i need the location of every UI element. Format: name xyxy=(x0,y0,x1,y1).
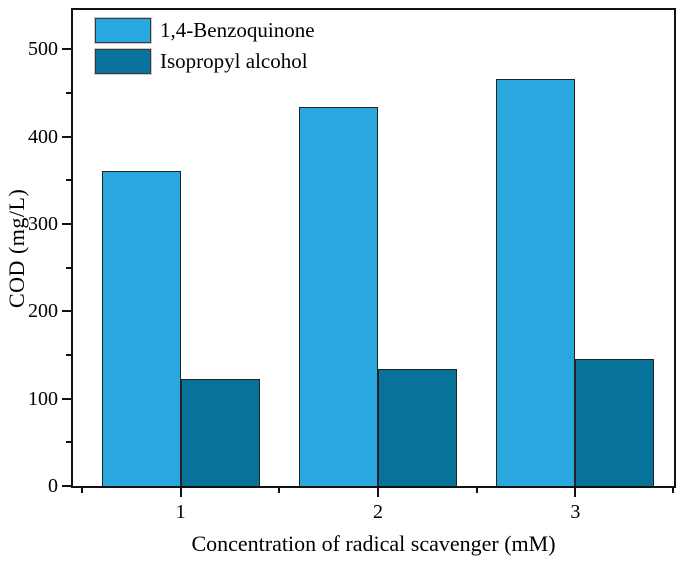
x-axis-title: Concentration of radical scavenger (mM) xyxy=(191,531,556,556)
y-minor-tick-150 xyxy=(66,353,71,356)
y-minor-tick-50 xyxy=(66,441,71,444)
x-minor-tick-3.5 xyxy=(672,488,674,493)
legend: 1,4-Benzoquinone Isopropyl alcohol xyxy=(94,16,315,79)
legend-entry-isopropyl: Isopropyl alcohol xyxy=(94,47,315,75)
x-tick-label-2: 2 xyxy=(372,501,383,523)
legend-swatch-benzoquinone xyxy=(94,16,152,44)
legend-label-benzoquinone: 1,4-Benzoquinone xyxy=(160,18,315,42)
y-minor-tick-350 xyxy=(66,179,71,182)
y-tick-label-200: 200 xyxy=(28,300,58,323)
x-tick-label-1: 1 xyxy=(175,501,186,523)
bar-isopropyl-alcohol-x1 xyxy=(180,379,260,486)
y-major-tick-100 xyxy=(62,397,71,400)
x-major-tick-1 xyxy=(179,488,182,497)
y-major-tick-400 xyxy=(62,135,71,138)
bar-1-4-benzoquinone-x2 xyxy=(298,106,378,486)
y-major-tick-200 xyxy=(62,310,71,313)
x-major-tick-3 xyxy=(574,488,577,497)
y-major-tick-300 xyxy=(62,222,71,225)
y-tick-label-300: 300 xyxy=(28,212,58,235)
bar-1-4-benzoquinone-x1 xyxy=(101,170,181,486)
x-major-tick-2 xyxy=(376,488,379,497)
x-minor-tick-0.5 xyxy=(80,488,83,493)
x-minor-tick-1.5 xyxy=(278,488,281,493)
bar-isopropyl-alcohol-x3 xyxy=(575,359,655,486)
legend-entry-benzoquinone: 1,4-Benzoquinone xyxy=(94,16,315,44)
y-major-tick-0 xyxy=(62,485,71,487)
x-minor-tick-2.5 xyxy=(475,488,478,493)
plot-area: 0 100 200 300 400 500 1 2 3 1,4-Benzoquinone Iso… xyxy=(28,8,676,523)
bar-1-4-benzoquinone-x3 xyxy=(496,79,576,486)
x-tick-label-3: 3 xyxy=(570,501,581,523)
y-minor-tick-450 xyxy=(66,91,71,94)
y-tick-label-0: 0 xyxy=(48,475,58,497)
y-axis-title: COD (mg/L) xyxy=(4,188,29,308)
y-tick-label-400: 400 xyxy=(28,125,58,148)
legend-swatch-isopropyl xyxy=(94,47,152,75)
bar-isopropyl-alcohol-x2 xyxy=(377,368,457,486)
y-major-tick-500 xyxy=(62,48,71,51)
y-tick-label-100: 100 xyxy=(28,387,58,410)
legend-label-isopropyl: Isopropyl alcohol xyxy=(160,49,308,73)
y-minor-tick-250 xyxy=(66,266,71,269)
y-tick-label-500: 500 xyxy=(28,38,58,61)
